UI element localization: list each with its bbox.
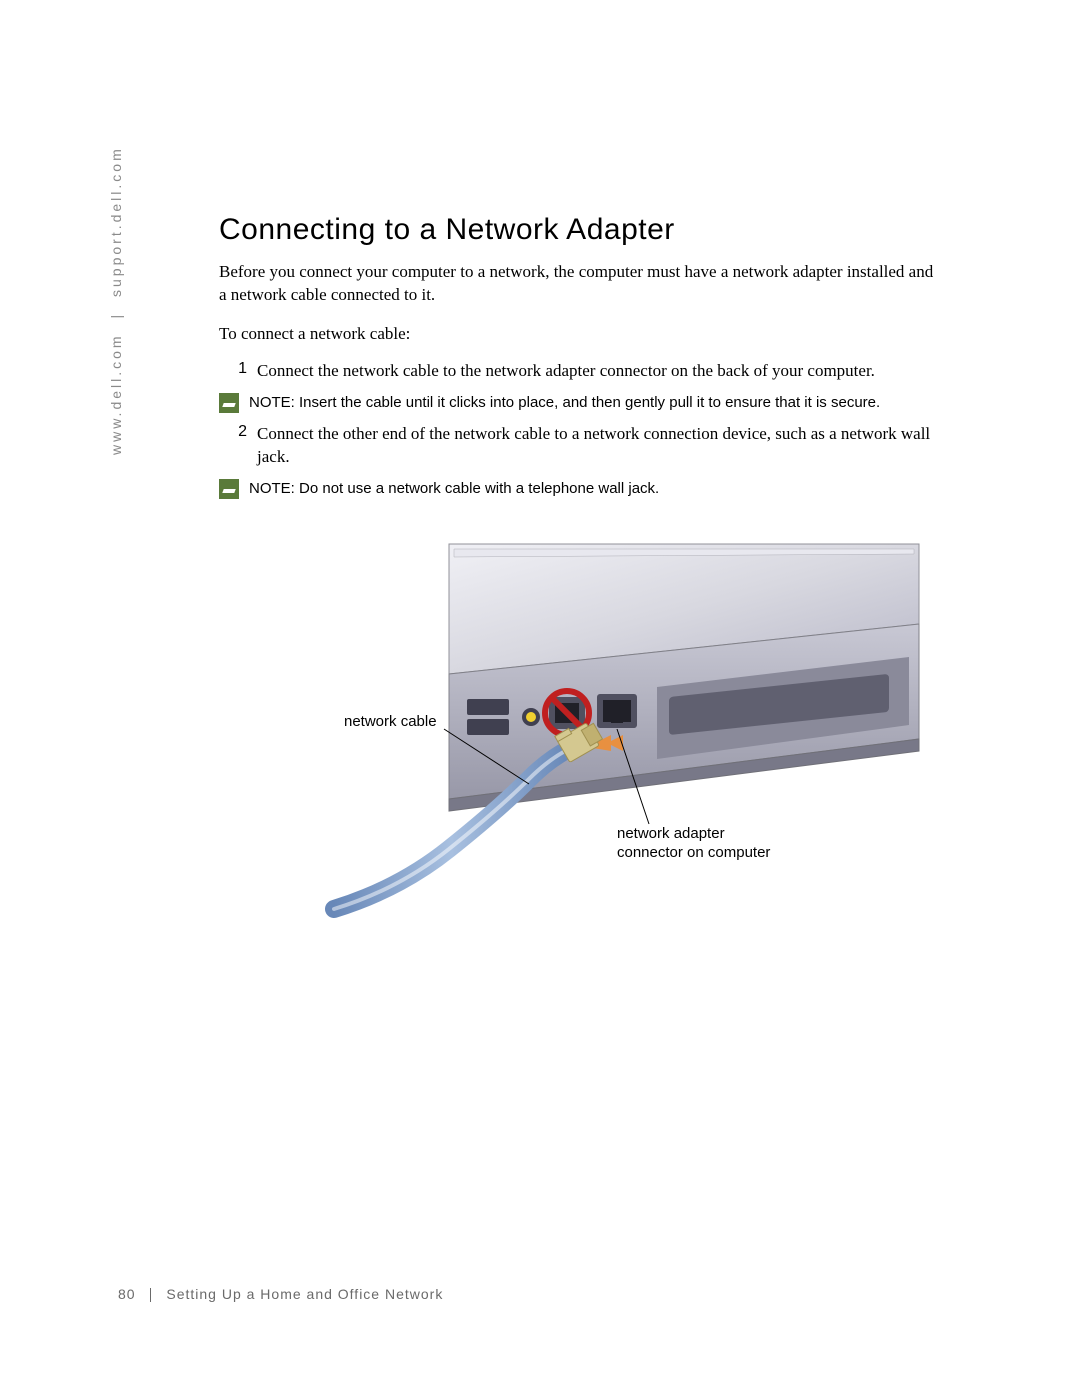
note-body: Insert the cable until it clicks into pl… [299, 394, 880, 411]
footer-divider [150, 1288, 151, 1302]
step-number: 2 [219, 423, 257, 469]
step-2: 2 Connect the other end of the network c… [219, 423, 939, 469]
note-icon [219, 479, 239, 499]
note-1: NOTE: Insert the cable until it clicks i… [219, 393, 939, 413]
laptop-diagram-svg [219, 529, 939, 949]
step-text: Connect the other end of the network cab… [257, 423, 939, 469]
diagram: network cable network adapter connector … [219, 529, 939, 949]
intro-paragraph: Before you connect your computer to a ne… [219, 261, 939, 307]
lead-in-text: To connect a network cable: [219, 323, 939, 346]
sidebar-url-text: www.dell.com | support.dell.com [108, 146, 124, 455]
note-label: NOTE: [249, 480, 295, 497]
callout-adapter: network adapter connector on computer [617, 824, 770, 863]
note-label: NOTE: [249, 394, 295, 411]
sidebar-url2: support.dell.com [108, 146, 124, 297]
note-text: NOTE: Do not use a network cable with a … [249, 479, 659, 499]
callout-adapter-line1: network adapter [617, 825, 725, 842]
note-text: NOTE: Insert the cable until it clicks i… [249, 393, 880, 413]
main-content: Connecting to a Network Adapter Before y… [219, 213, 939, 949]
step-number: 1 [219, 360, 257, 383]
note-2: NOTE: Do not use a network cable with a … [219, 479, 939, 499]
sidebar-divider: | [108, 312, 124, 319]
step-text: Connect the network cable to the network… [257, 360, 875, 383]
sidebar-url1: www.dell.com [108, 333, 124, 455]
callout-cable: network cable [344, 712, 437, 732]
footer-section: Setting Up a Home and Office Network [166, 1286, 443, 1302]
callout-adapter-line2: connector on computer [617, 844, 770, 861]
note-icon [219, 393, 239, 413]
note-body: Do not use a network cable with a teleph… [299, 480, 659, 497]
page-heading: Connecting to a Network Adapter [219, 213, 939, 247]
page-footer: 80 Setting Up a Home and Office Network [118, 1286, 443, 1302]
page-number: 80 [118, 1286, 136, 1302]
step-1: 1 Connect the network cable to the netwo… [219, 360, 939, 383]
